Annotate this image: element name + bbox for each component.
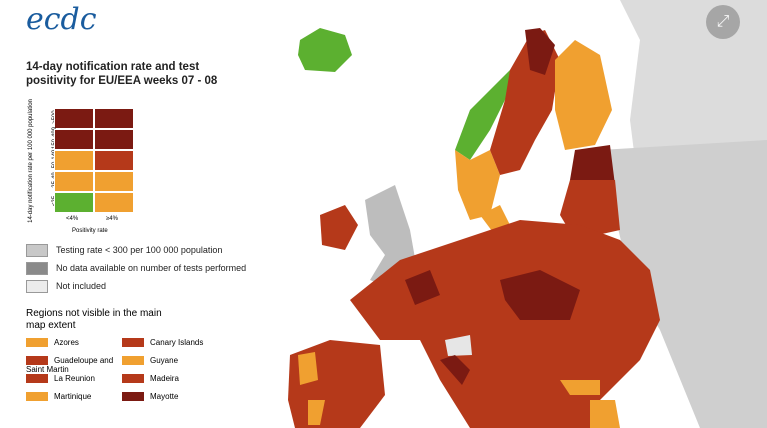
matrix-x-label: Positivity rate (72, 228, 108, 234)
region-swatch (26, 356, 48, 365)
column-label: <4% (66, 216, 79, 222)
region-swatch (122, 338, 144, 347)
region-label: La Reunion (54, 374, 95, 383)
region-swatch (122, 392, 144, 401)
region-label: Mayotte (150, 392, 179, 401)
matrix-cell (94, 108, 134, 129)
fullscreen-button[interactable]: ⤢ (706, 5, 740, 39)
region-item: Azores (26, 338, 126, 347)
region-swatch (26, 338, 48, 347)
region-label: Martinique (54, 392, 92, 401)
region-swatch (26, 392, 48, 401)
region-item: Guyane (122, 356, 222, 365)
region-item: La Reunion (26, 374, 126, 383)
region-label: Azores (54, 338, 79, 347)
matrix-y-label: 14-day notification rate per 100 000 pop… (28, 99, 34, 223)
matrix-cell (94, 129, 134, 150)
region-item: Mayotte (122, 392, 222, 401)
region-swatch (122, 356, 144, 365)
legend-label: Testing rate < 300 per 100 000 populatio… (56, 244, 223, 255)
title: 14-day notification rate and test positi… (26, 61, 218, 87)
region-item: Madeira (122, 374, 222, 383)
matrix-cell (94, 171, 134, 192)
legend-label: Not included (56, 280, 107, 291)
legend-panel: ecdc 14-day notification rate and test p… (0, 0, 258, 428)
region-swatch (26, 374, 48, 383)
region-swatch (122, 374, 144, 383)
matrix-cell (54, 192, 94, 213)
region-label: Guyane (150, 356, 179, 365)
region-label: Guadeloupe and Saint Martin (26, 356, 114, 374)
column-label: ≥4% (106, 216, 118, 222)
regions-title: Regions not visible in the main map exte… (26, 308, 162, 331)
matrix-cell (94, 150, 134, 171)
matrix-cell (54, 150, 94, 171)
matrix-cell (54, 108, 94, 129)
region-item: Martinique (26, 392, 126, 401)
matrix-cell (94, 192, 134, 213)
region-item: Canary Islands (122, 338, 222, 347)
legend-label: No data available on number of tests per… (56, 262, 247, 273)
region-label: Madeira (150, 374, 179, 383)
region-item: Guadeloupe and Saint Martin (26, 356, 126, 374)
matrix-cell (54, 129, 94, 150)
region-label: Canary Islands (150, 338, 204, 347)
logo: ecdc (26, 2, 97, 37)
matrix-cell (54, 171, 94, 192)
